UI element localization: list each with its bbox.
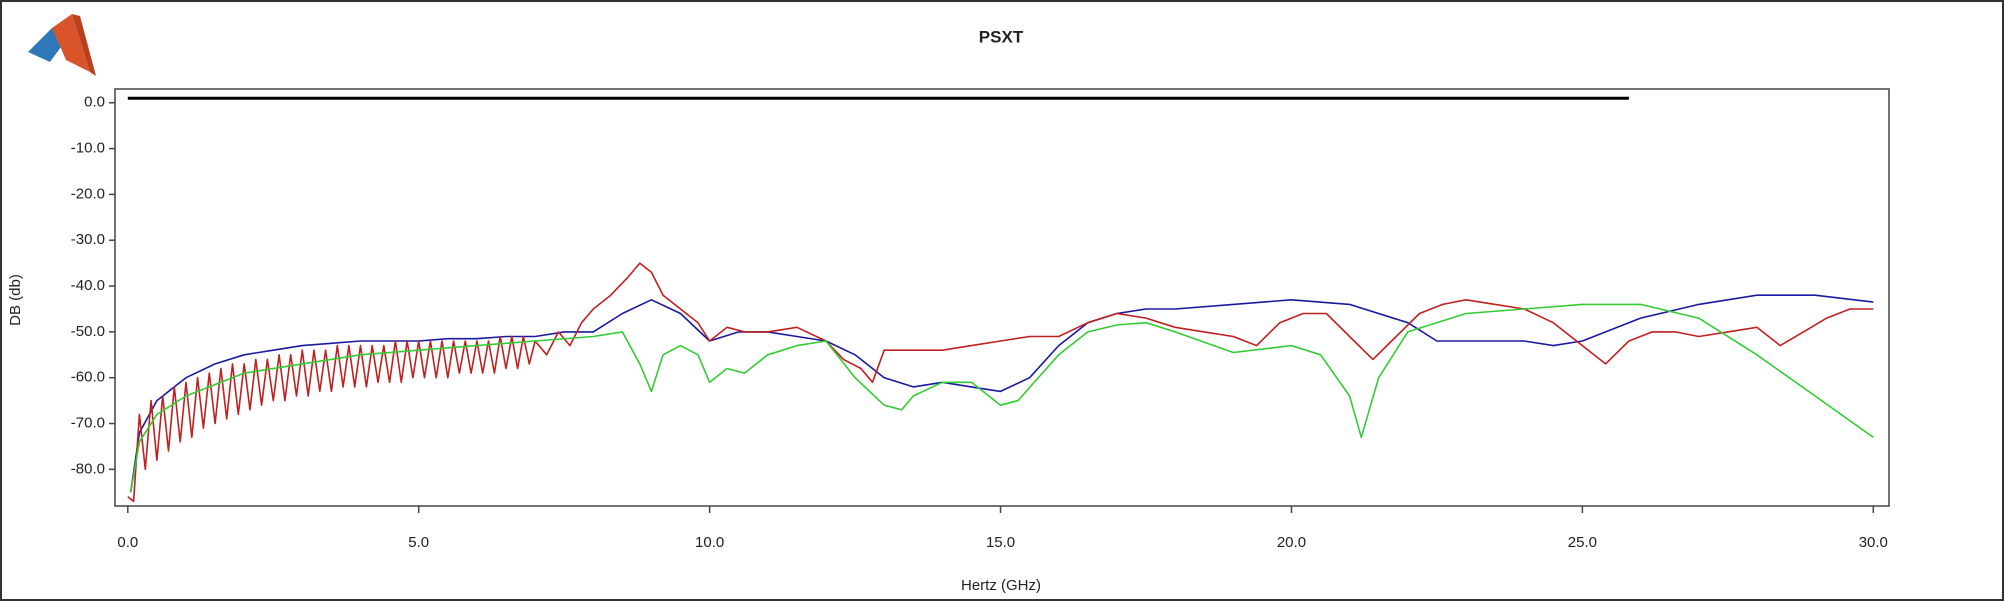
x-axis-label: Hertz (GHz): [961, 577, 1041, 594]
x-tick-label: 25.0: [1568, 534, 1597, 551]
app-icon: [28, 14, 96, 76]
y-tick-label: -70.0: [71, 414, 105, 431]
y-tick-label: 0.0: [84, 94, 105, 111]
series-line: [127, 262, 1874, 503]
series-line: [129, 294, 1874, 493]
y-axis-label: DB (db): [7, 274, 24, 326]
plot-area: [114, 88, 1890, 507]
x-tick-label: 0.0: [117, 534, 138, 551]
y-tick-label: -40.0: [71, 277, 105, 294]
y-tick-label: -60.0: [71, 369, 105, 386]
x-tick-label: 10.0: [695, 534, 724, 551]
x-tick-label: 15.0: [986, 534, 1015, 551]
chart-title: PSXT: [979, 27, 1024, 46]
x-tick-label: 20.0: [1277, 534, 1306, 551]
y-tick-label: -20.0: [71, 185, 105, 202]
y-tick-label: -10.0: [71, 140, 105, 157]
y-tick-label: -80.0: [71, 460, 105, 477]
series-line: [129, 303, 1874, 493]
x-tick-label: 5.0: [408, 534, 429, 551]
x-tick-label: 30.0: [1859, 534, 1888, 551]
y-tick-label: -30.0: [71, 231, 105, 248]
y-tick-label: -50.0: [71, 323, 105, 340]
